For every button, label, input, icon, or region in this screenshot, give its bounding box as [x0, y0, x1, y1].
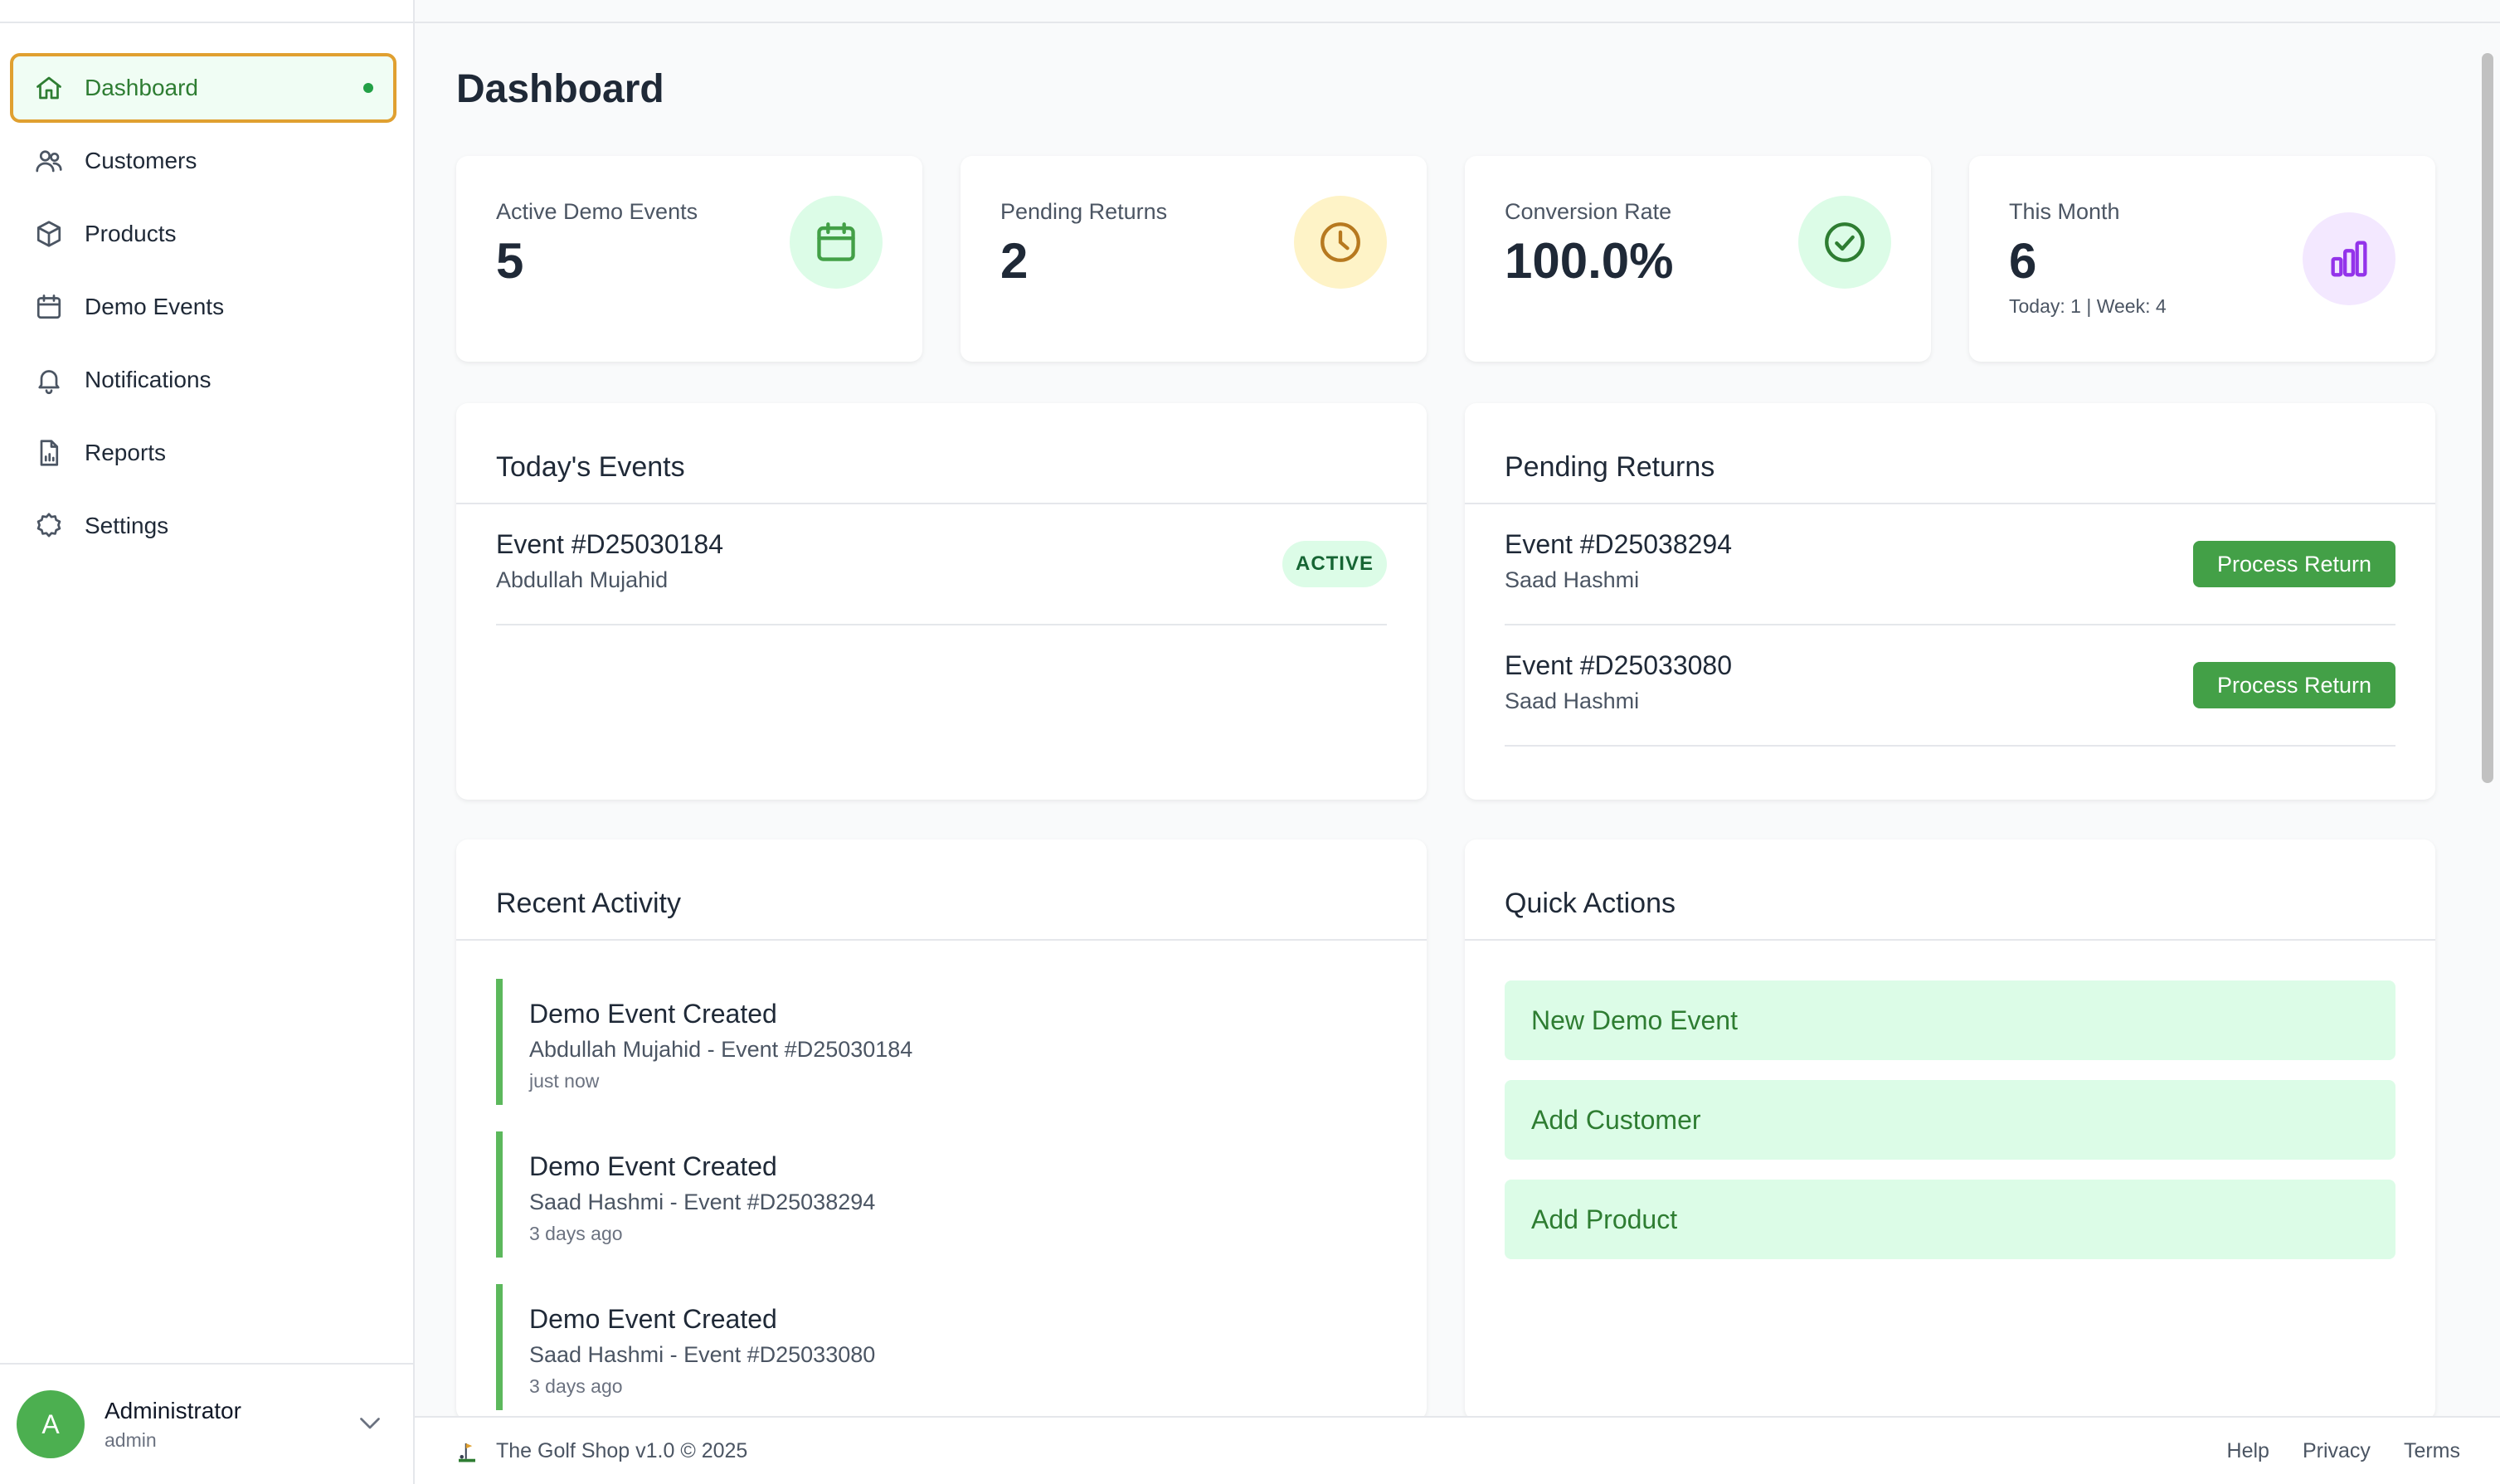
list-item: Event #D25033080 Saad Hashmi Process Ret… [1505, 625, 2395, 747]
activity-item: Demo Event Created Saad Hashmi - Event #… [496, 1284, 944, 1410]
add-customer-button[interactable]: Add Customer [1505, 1080, 2395, 1160]
gear-icon [33, 510, 65, 542]
calendar-icon [790, 196, 883, 289]
new-demo-event-button[interactable]: New Demo Event [1505, 980, 2395, 1060]
activity-time: 3 days ago [529, 1375, 623, 1397]
stat-label: Active Demo Events [496, 199, 698, 224]
sidebar: Dashboard Customers Products Demo Events [0, 0, 415, 1484]
event-id: Event #D25030184 [496, 529, 723, 559]
stat-subtext: Today: 1 | Week: 4 [2009, 295, 2167, 317]
help-link[interactable]: Help [2226, 1439, 2269, 1462]
sidebar-item-reports[interactable]: Reports [10, 418, 396, 488]
activity-time: just now [529, 1070, 600, 1092]
sidebar-item-label: Dashboard [85, 75, 198, 100]
sidebar-item-label: Products [85, 221, 177, 246]
panel-title: Quick Actions [1505, 888, 1676, 919]
panel-title: Recent Activity [496, 888, 681, 919]
report-icon [33, 437, 65, 469]
footer-links: Help Privacy Terms [2227, 1439, 2460, 1463]
scrollbar[interactable] [2475, 23, 2500, 1417]
sidebar-item-label: Reports [85, 440, 167, 465]
stat-card-this-month: This Month 6 Today: 1 | Week: 4 [1969, 156, 2435, 362]
stat-value: 5 [496, 233, 524, 289]
event-id: Event #D25033080 [1505, 650, 1732, 680]
sidebar-item-products[interactable]: Products [10, 199, 396, 269]
sidebar-item-label: Notifications [85, 367, 212, 392]
sidebar-item-label: Demo Events [85, 294, 225, 319]
add-product-button[interactable]: Add Product [1505, 1180, 2395, 1259]
sidebar-item-customers[interactable]: Customers [10, 126, 396, 196]
user-menu[interactable]: A Administrator admin [0, 1363, 415, 1484]
sidebar-nav: Dashboard Customers Products Demo Events [10, 53, 396, 564]
panel-title: Pending Returns [1505, 451, 1715, 483]
panel-divider [1465, 503, 2435, 504]
event-customer: Saad Hashmi [1505, 567, 1640, 592]
event-customer: Abdullah Mujahid [496, 567, 669, 592]
main-content: Dashboard Active Demo Events 5 Pending R… [415, 0, 2500, 1484]
user-name: Administrator [105, 1397, 241, 1423]
todays-events-panel: Today's Events Event #D25030184 Abdullah… [456, 403, 1427, 800]
calendar-icon [33, 291, 65, 323]
clock-icon [1294, 196, 1387, 289]
list-item: Event #D25038294 Saad Hashmi Process Ret… [1505, 504, 2395, 625]
sidebar-item-label: Customers [85, 148, 197, 173]
sidebar-item-label: Settings [85, 513, 169, 538]
event-id: Event #D25038294 [1505, 529, 1732, 559]
stat-card-active-demo-events: Active Demo Events 5 [456, 156, 922, 362]
pending-returns-panel: Pending Returns Event #D25038294 Saad Ha… [1465, 403, 2435, 800]
process-return-button[interactable]: Process Return [2193, 662, 2395, 708]
sidebar-item-settings[interactable]: Settings [10, 491, 396, 561]
privacy-link[interactable]: Privacy [2302, 1439, 2371, 1462]
stat-value: 2 [1000, 233, 1029, 289]
activity-detail: Saad Hashmi - Event #D25038294 [529, 1190, 876, 1214]
user-info: Administrator admin [105, 1398, 241, 1452]
footer-copyright: The Golf Shop v1.0 © 2025 [496, 1439, 748, 1462]
stat-label: Conversion Rate [1505, 199, 1672, 224]
stat-card-pending-returns: Pending Returns 2 [961, 156, 1427, 362]
activity-title: Demo Event Created [529, 999, 777, 1029]
quick-actions-panel: Quick Actions New Demo Event Add Custome… [1465, 839, 2435, 1420]
stat-value: 100.0% [1505, 233, 1674, 289]
activity-detail: Abdullah Mujahid - Event #D25030184 [529, 1037, 913, 1062]
event-customer: Saad Hashmi [1505, 688, 1640, 713]
stat-card-conversion-rate: Conversion Rate 100.0% [1465, 156, 1931, 362]
process-return-button[interactable]: Process Return [2193, 541, 2395, 587]
sidebar-item-dashboard[interactable]: Dashboard [10, 53, 396, 123]
scrollbar-thumb[interactable] [2482, 53, 2493, 783]
activity-detail: Saad Hashmi - Event #D25033080 [529, 1342, 876, 1367]
chevron-down-icon[interactable] [355, 1408, 385, 1438]
top-divider [415, 22, 2500, 23]
user-role: admin [105, 1428, 157, 1451]
sidebar-item-notifications[interactable]: Notifications [10, 345, 396, 415]
status-badge: ACTIVE [1282, 541, 1387, 587]
sidebar-item-demo-events[interactable]: Demo Events [10, 272, 396, 342]
recent-activity-panel: Recent Activity Demo Event Created Abdul… [456, 839, 1427, 1420]
home-icon [33, 72, 65, 104]
activity-item: Demo Event Created Abdullah Mujahid - Ev… [496, 979, 944, 1105]
panel-title: Today's Events [496, 451, 685, 483]
stat-label: This Month [2009, 199, 2120, 224]
activity-title: Demo Event Created [529, 1304, 777, 1334]
check-circle-icon [1798, 196, 1891, 289]
stat-value: 6 [2009, 233, 2037, 289]
active-indicator-dot [363, 83, 373, 93]
page-title: Dashboard [456, 67, 664, 111]
terms-link[interactable]: Terms [2403, 1439, 2460, 1462]
bell-icon [33, 364, 65, 396]
activity-time: 3 days ago [529, 1223, 623, 1244]
panel-divider [456, 503, 1427, 504]
golf-flag-icon [459, 1443, 475, 1462]
activity-item: Demo Event Created Saad Hashmi - Event #… [496, 1131, 944, 1258]
sidebar-top-divider [0, 22, 415, 23]
panel-divider [1465, 939, 2435, 941]
stat-label: Pending Returns [1000, 199, 1168, 224]
footer: The Golf Shop v1.0 © 2025 Help Privacy T… [415, 1416, 2500, 1484]
cube-icon [33, 218, 65, 250]
bar-chart-icon [2303, 212, 2395, 305]
avatar: A [17, 1390, 85, 1458]
panel-divider [456, 939, 1427, 941]
list-item[interactable]: Event #D25030184 Abdullah Mujahid ACTIVE [496, 504, 1387, 625]
activity-title: Demo Event Created [529, 1151, 777, 1181]
users-icon [33, 145, 65, 177]
